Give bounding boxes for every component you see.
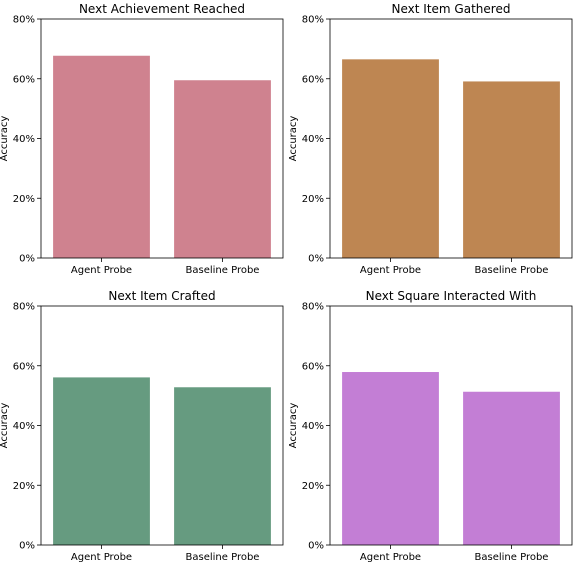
- x-tick-label: Baseline Probe: [186, 552, 260, 563]
- chart-panel-4: Agent Probe Baseline Probe 0% 20% 40% 60% 80% N…: [288, 289, 573, 563]
- y-axis-label: Accuracy: [288, 116, 299, 162]
- y-tick-label: 60%: [13, 74, 35, 85]
- y-tick-label: 80%: [302, 302, 324, 313]
- y-tick-label: 40%: [302, 134, 324, 145]
- bar-agent-probe: [342, 372, 439, 545]
- y-tick-label: 80%: [13, 15, 35, 26]
- bar-baseline-probe: [463, 81, 560, 258]
- y-tick-label: 0%: [19, 541, 35, 552]
- axes-frame: [40, 18, 284, 259]
- y-tick-label: 60%: [302, 74, 324, 85]
- chart-panel-2: Agent Probe Baseline Probe 0% 20% 40% 60% 80% N…: [288, 2, 573, 276]
- y-tick-label: 40%: [302, 421, 324, 432]
- y-tick-label: 20%: [302, 481, 324, 492]
- x-tick-label: Baseline Probe: [475, 265, 549, 276]
- y-tick-label: 0%: [308, 254, 324, 265]
- y-tick-label: 80%: [302, 15, 324, 26]
- chart-title: Next Item Gathered: [392, 2, 511, 16]
- chart-panel-3: Agent Probe Baseline Probe 0% 20% 40% 60% 80% N…: [0, 289, 284, 563]
- y-tick-label: 20%: [13, 194, 35, 205]
- x-tick-label: Agent Probe: [360, 552, 421, 563]
- bar-baseline-probe: [463, 391, 560, 545]
- x-tick-label: Baseline Probe: [475, 552, 549, 563]
- y-tick-label: 20%: [302, 194, 324, 205]
- y-tick-label: 20%: [13, 481, 35, 492]
- y-tick-label: 0%: [308, 541, 324, 552]
- axes-frame: [329, 305, 573, 546]
- chart-title: Next Square Interacted With: [366, 289, 537, 303]
- bar-agent-probe: [53, 55, 150, 259]
- bar-baseline-probe: [174, 387, 271, 545]
- x-tick-label: Agent Probe: [71, 552, 132, 563]
- bar-agent-probe: [53, 377, 150, 545]
- bar-baseline-probe: [174, 80, 271, 259]
- y-tick-label: 60%: [302, 361, 324, 372]
- x-tick-label: Agent Probe: [360, 265, 421, 276]
- y-axis-label: Accuracy: [0, 403, 10, 449]
- x-tick-label: Agent Probe: [71, 265, 132, 276]
- y-axis-label: Accuracy: [0, 116, 10, 162]
- chart-panel-1: Agent Probe Baseline Probe 0% 20% 40% 60% 80% N…: [0, 2, 284, 276]
- y-tick-label: 80%: [13, 302, 35, 313]
- y-tick-label: 0%: [19, 254, 35, 265]
- axes-frame: [40, 305, 284, 546]
- y-axis-label: Accuracy: [288, 403, 299, 449]
- y-tick-label: 40%: [13, 134, 35, 145]
- x-tick-label: Baseline Probe: [186, 265, 260, 276]
- chart-title: Next Item Crafted: [108, 289, 215, 303]
- bar-agent-probe: [342, 59, 439, 258]
- axes-frame: [329, 18, 573, 259]
- chart-title: Next Achievement Reached: [79, 2, 245, 16]
- y-tick-label: 60%: [13, 361, 35, 372]
- y-tick-label: 40%: [13, 421, 35, 432]
